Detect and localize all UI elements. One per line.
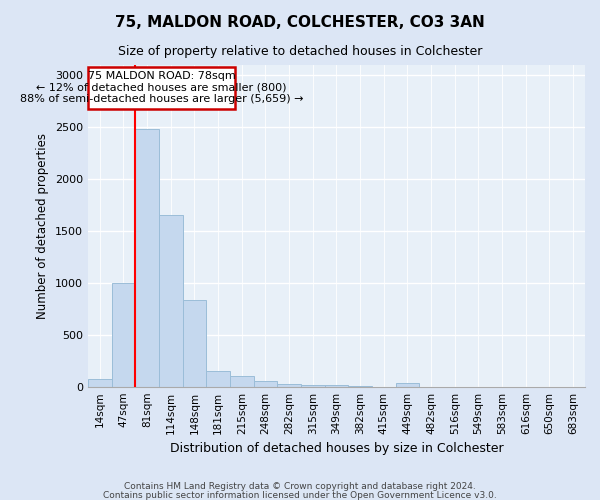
X-axis label: Distribution of detached houses by size in Colchester: Distribution of detached houses by size … bbox=[170, 442, 503, 455]
Bar bbox=[277, 384, 301, 386]
Bar bbox=[135, 130, 159, 386]
FancyBboxPatch shape bbox=[88, 67, 235, 108]
Text: Size of property relative to detached houses in Colchester: Size of property relative to detached ho… bbox=[118, 45, 482, 58]
Bar bbox=[395, 383, 419, 386]
Bar bbox=[230, 376, 254, 386]
Bar bbox=[325, 385, 348, 386]
Bar bbox=[112, 283, 135, 387]
Bar bbox=[254, 381, 277, 386]
Bar bbox=[206, 371, 230, 386]
Bar bbox=[88, 379, 112, 386]
Text: Contains HM Land Registry data © Crown copyright and database right 2024.: Contains HM Land Registry data © Crown c… bbox=[124, 482, 476, 491]
Bar bbox=[159, 216, 182, 386]
Text: 75 MALDON ROAD: 78sqm: 75 MALDON ROAD: 78sqm bbox=[88, 71, 235, 81]
Bar bbox=[182, 300, 206, 386]
Text: Contains public sector information licensed under the Open Government Licence v3: Contains public sector information licen… bbox=[103, 490, 497, 500]
Bar bbox=[301, 384, 325, 386]
Text: ← 12% of detached houses are smaller (800): ← 12% of detached houses are smaller (80… bbox=[36, 83, 287, 93]
Y-axis label: Number of detached properties: Number of detached properties bbox=[37, 133, 49, 319]
Text: 88% of semi-detached houses are larger (5,659) →: 88% of semi-detached houses are larger (… bbox=[20, 94, 303, 104]
Text: 75, MALDON ROAD, COLCHESTER, CO3 3AN: 75, MALDON ROAD, COLCHESTER, CO3 3AN bbox=[115, 15, 485, 30]
